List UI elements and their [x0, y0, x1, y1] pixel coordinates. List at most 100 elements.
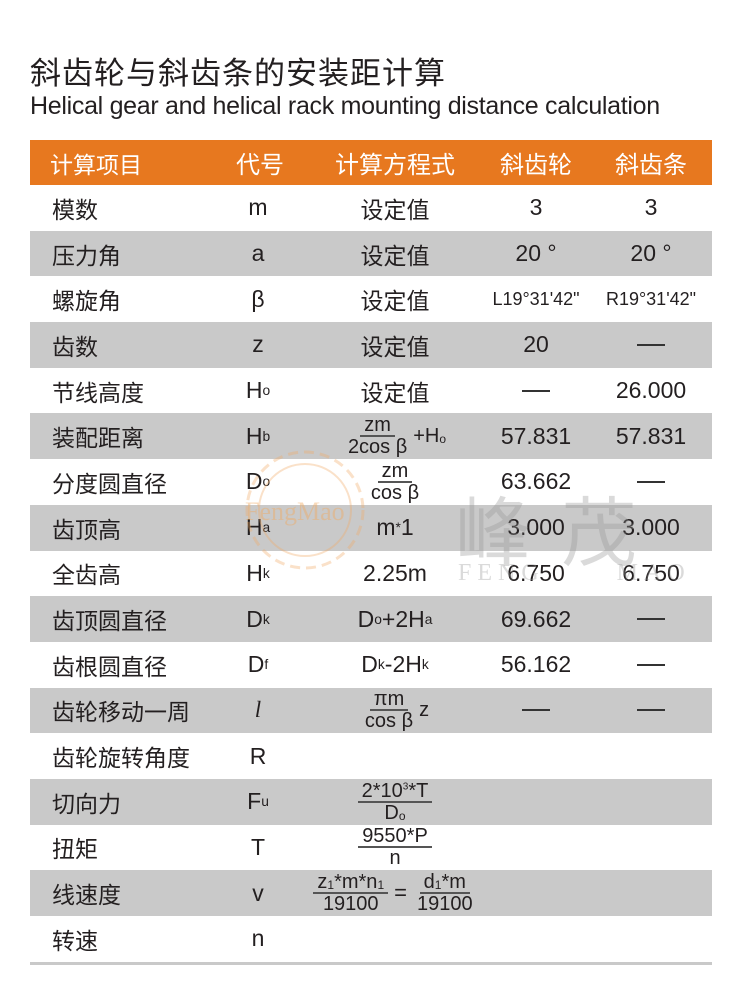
- fraction: zm 2cos β: [344, 415, 411, 457]
- fraction-denominator: Do: [384, 801, 406, 824]
- row-rack-value: R19°31'42": [605, 288, 697, 309]
- row-formula: 设定值: [360, 243, 430, 270]
- dash-none: [637, 480, 665, 483]
- fraction: 2*103*T Do: [357, 781, 433, 824]
- row-item: 压力角: [52, 243, 121, 270]
- row-gear-value: [470, 368, 602, 414]
- row-rack-value: [595, 870, 707, 916]
- table-row: 线速度 v z1*m*n1 19100 = d1*m 19100: [30, 870, 712, 916]
- row-symbol: a: [251, 240, 265, 267]
- row-gear-value: 3.000: [507, 514, 565, 541]
- watermark-english: FENG MAO: [458, 560, 691, 586]
- row-rack-value: [595, 322, 707, 368]
- row-item: 齿顶高: [52, 517, 121, 544]
- row-item: 节线高度: [52, 380, 144, 407]
- row-formula: 2.25m: [363, 559, 427, 586]
- table-bottom-border: [30, 962, 712, 965]
- row-item: 切向力: [52, 791, 121, 818]
- row-gear-value: [470, 779, 602, 825]
- row-item: 转速: [52, 928, 98, 955]
- fraction: zm cos β: [367, 461, 423, 503]
- header-symbol: 代号: [236, 151, 284, 179]
- row-item: 齿轮移动一周: [52, 700, 190, 727]
- row-gear-value: [470, 688, 602, 734]
- row-rack-value: 6.750: [622, 559, 680, 586]
- table-row: 转速 n: [30, 916, 712, 962]
- fraction-denominator: 19100: [322, 893, 379, 916]
- header-formula: 计算方程式: [335, 151, 455, 179]
- row-gear-value: [470, 825, 602, 871]
- fraction-numerator: πm: [369, 689, 409, 712]
- row-formula: 设定值: [360, 197, 430, 224]
- row-rack-value: 3.000: [622, 514, 680, 541]
- row-gear-value: 69.662: [500, 605, 572, 632]
- table-row: 齿轮旋转角度 R: [30, 733, 712, 779]
- fraction-denominator: cos β: [370, 481, 420, 504]
- row-rack-value: [595, 916, 707, 962]
- row-symbol: T: [250, 833, 266, 860]
- row-gear-value: 6.750: [507, 559, 565, 586]
- fraction-denominator: cos β: [364, 710, 414, 733]
- row-item: 分度圆直径: [52, 471, 167, 498]
- table-row: 模数 m 设定值 3 3: [30, 185, 712, 231]
- row-gear-value: [470, 916, 602, 962]
- header-gear: 斜齿轮: [500, 151, 572, 179]
- fengmao-logo-watermark: FengMao: [245, 450, 365, 570]
- row-rack-value: [595, 642, 707, 688]
- row-gear-value: 56.162: [500, 651, 572, 678]
- row-gear-value: L19°31'42": [492, 288, 580, 309]
- row-item: 全齿高: [52, 563, 121, 590]
- row-gear-value: 63.662: [500, 468, 572, 495]
- dash-none: [637, 709, 665, 712]
- fraction: d1*m 19100: [413, 872, 477, 914]
- watermark-chinese: 峰茂: [455, 489, 667, 578]
- fraction-denominator: 2cos β: [347, 436, 408, 459]
- row-item: 螺旋角: [52, 289, 121, 316]
- fraction-numerator: z1*m*n1: [313, 872, 389, 895]
- row-gear-value: [470, 733, 602, 779]
- row-rack-value: 57.831: [615, 422, 687, 449]
- fraction-numerator: 9550*P: [358, 826, 432, 849]
- row-gear-value: [470, 870, 602, 916]
- calculation-table: 计算项目 代号 计算方程式 斜齿轮 斜齿条 模数 m 设定值 3 3 压力角 a 设定值 20 …: [30, 140, 712, 962]
- fraction-numerator: d1*m: [419, 872, 470, 895]
- row-rack-value: 3: [644, 194, 658, 221]
- row-formula: 2*103*T Do: [315, 779, 475, 825]
- row-formula: z1*m*n1 19100 = d1*m 19100: [313, 870, 477, 916]
- table-header: 计算项目 代号 计算方程式 斜齿轮 斜齿条: [30, 140, 712, 185]
- dash-none: [522, 389, 550, 392]
- row-gear-value: 20: [523, 331, 549, 358]
- row-rack-value: [595, 825, 707, 871]
- row-formula: zm 2cos β +Ho: [315, 413, 475, 459]
- row-symbol: n: [251, 925, 265, 952]
- fraction-numerator: zm: [377, 461, 413, 483]
- row-rack-value: 20 °: [630, 240, 672, 267]
- row-formula: [315, 916, 475, 962]
- fraction-numerator: 2*103*T: [357, 781, 433, 803]
- row-item: 齿根圆直径: [52, 654, 167, 681]
- fraction: 9550*P n: [358, 826, 432, 868]
- fraction-numerator: zm: [360, 415, 395, 438]
- header-item: 计算项目: [50, 152, 142, 179]
- svg-text:FengMao: FengMao: [245, 497, 345, 526]
- fraction-denominator: 19100: [416, 893, 473, 916]
- row-gear-value: 3: [529, 194, 543, 221]
- row-rack-value: [595, 596, 707, 642]
- header-rack: 斜齿条: [615, 151, 687, 179]
